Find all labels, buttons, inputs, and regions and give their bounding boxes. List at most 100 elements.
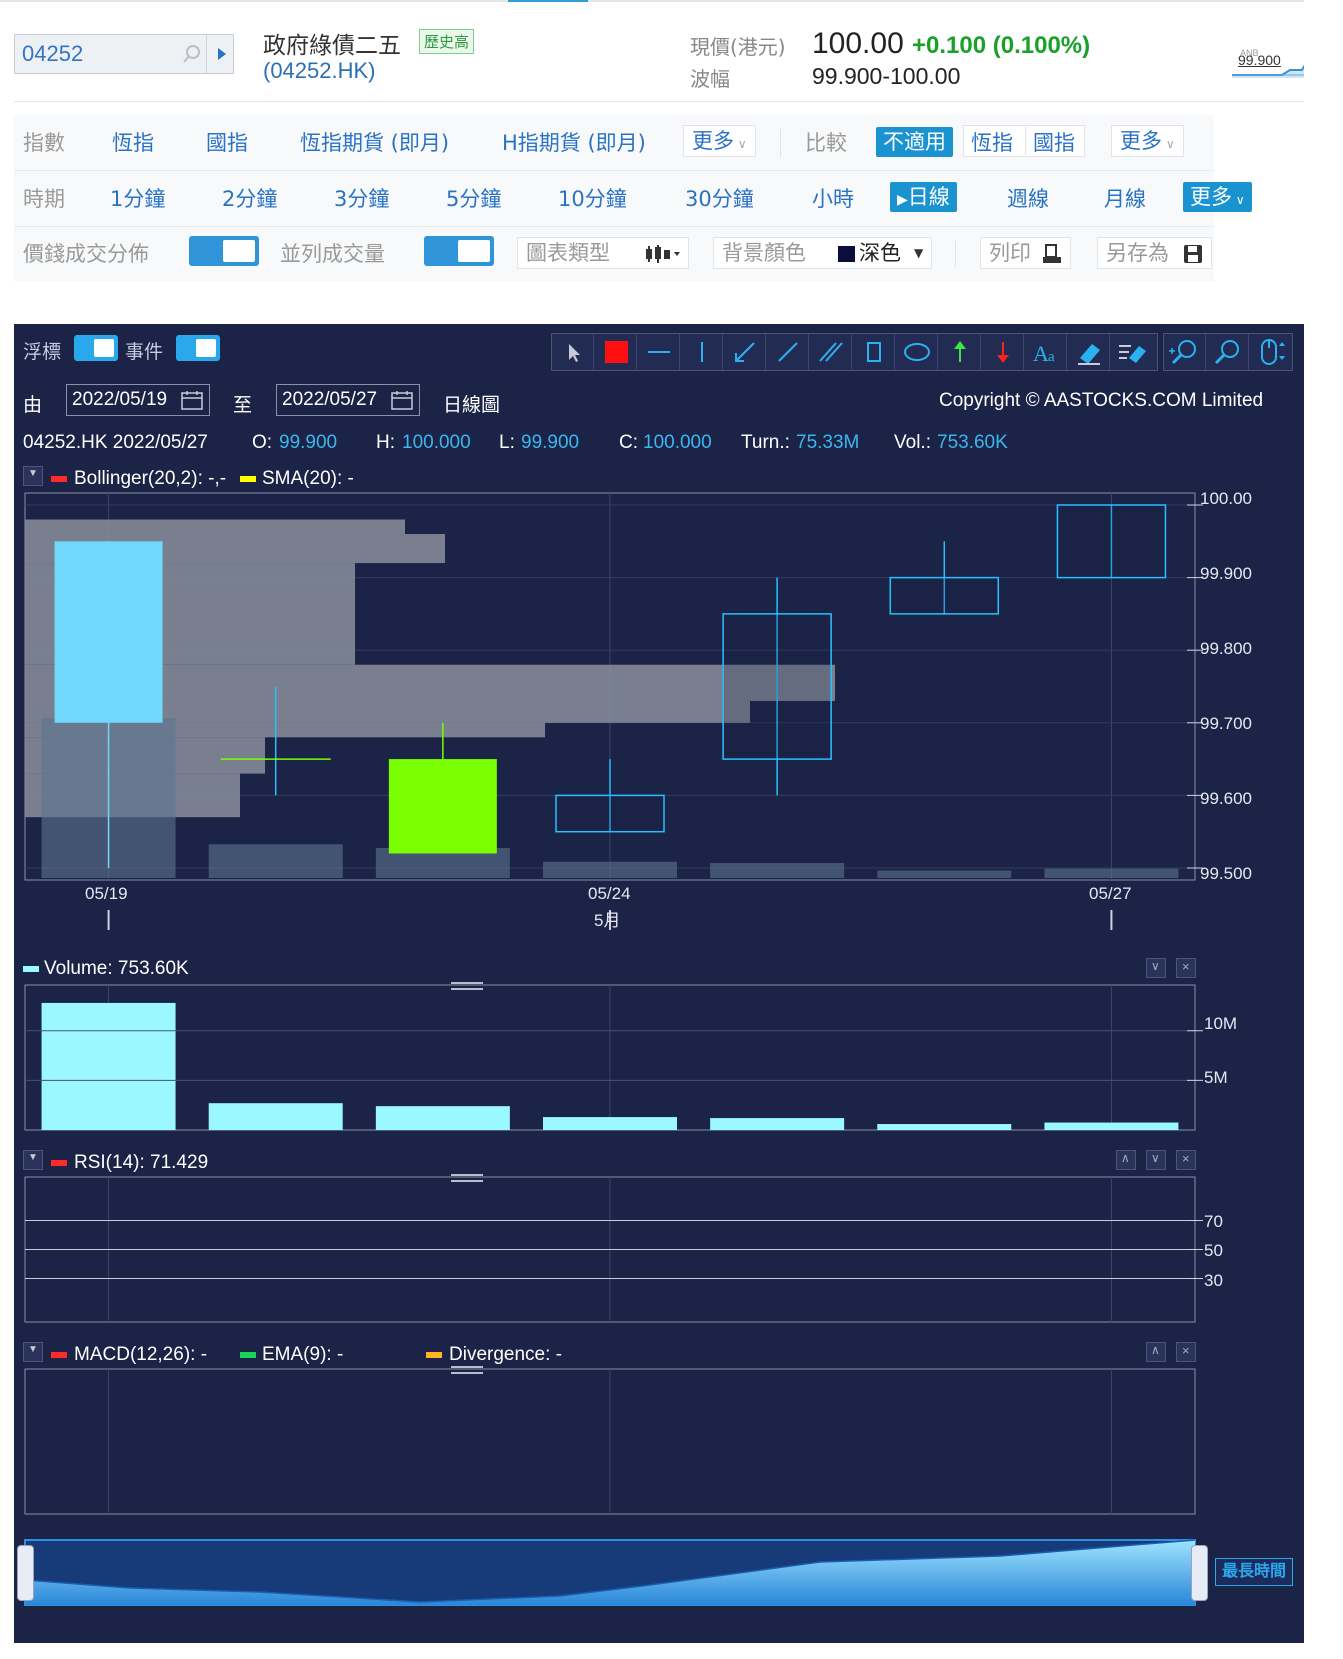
compare-option-hsi[interactable]: 恆指 bbox=[971, 131, 1013, 155]
rsi-panel-close-button[interactable]: × bbox=[1176, 1150, 1196, 1170]
period-daily[interactable]: ▶日線 bbox=[890, 182, 957, 212]
go-button[interactable] bbox=[206, 35, 235, 73]
background-color-dropdown[interactable]: 背景顏色 深色 ▼ bbox=[713, 237, 932, 269]
period-1min[interactable]: 1分鐘 bbox=[110, 187, 166, 211]
price-panel-collapse-button[interactable]: ▼ bbox=[23, 466, 43, 486]
background-color-value: 深色 bbox=[859, 241, 901, 265]
index-more-button[interactable]: 更多 ∨ bbox=[683, 125, 756, 157]
print-label: 列印 bbox=[989, 241, 1031, 265]
zoom-in-icon bbox=[1169, 340, 1196, 365]
up-arrow-tool[interactable] bbox=[939, 334, 981, 370]
candle-body bbox=[722, 613, 832, 760]
compare-option-hscei[interactable]: 國指 bbox=[1033, 131, 1075, 155]
macd-legend: MACD(12,26): - bbox=[74, 1344, 208, 1365]
search-icon[interactable] bbox=[182, 44, 202, 64]
volume-resize-handle[interactable] bbox=[451, 982, 483, 984]
vertical-line-tool[interactable] bbox=[681, 334, 723, 370]
rsi-panel-collapse-button[interactable]: ▼ bbox=[23, 1150, 43, 1170]
calendar-icon[interactable] bbox=[181, 390, 203, 410]
rsi-tick-30: 30 bbox=[1204, 1271, 1223, 1290]
index-option-hsi[interactable]: 恆指 bbox=[112, 131, 154, 155]
color-swatch-icon bbox=[605, 341, 628, 363]
compare-more-button[interactable]: 更多 ∨ bbox=[1111, 125, 1184, 157]
down-arrow-tool[interactable] bbox=[982, 334, 1024, 370]
trend-line-tool[interactable] bbox=[767, 334, 809, 370]
eraser-icon bbox=[1078, 344, 1100, 365]
index-option-hscei[interactable]: 國指 bbox=[206, 131, 248, 155]
horizontal-line-tool[interactable] bbox=[638, 334, 680, 370]
historic-high-badge: 歷史高 bbox=[419, 29, 475, 54]
calendar-icon[interactable] bbox=[391, 390, 413, 410]
macd-panel-up-button[interactable]: ∧ bbox=[1146, 1342, 1166, 1362]
stock-code[interactable]: (04252.HK) bbox=[263, 58, 376, 83]
parallel-line-tool[interactable] bbox=[810, 334, 852, 370]
y-tick-99-5: 99.500 bbox=[1200, 864, 1252, 883]
volume-bar bbox=[208, 1103, 343, 1130]
macd-panel-collapse-button[interactable]: ▼ bbox=[23, 1342, 43, 1362]
compare-option-none[interactable]: 不適用 bbox=[876, 127, 953, 157]
rsi-panel-up-button[interactable]: ∧ bbox=[1116, 1150, 1136, 1170]
navigator-left-handle[interactable] bbox=[17, 1545, 34, 1601]
to-date-value: 2022/05/27 bbox=[282, 389, 378, 410]
max-range-button[interactable]: 最長時間 bbox=[1215, 1558, 1293, 1586]
from-date-field[interactable]: 2022/05/19 bbox=[66, 384, 210, 416]
side-volume-toggle[interactable] bbox=[424, 236, 494, 266]
arrow-line-tool[interactable] bbox=[724, 334, 766, 370]
overlay-volume-bar bbox=[208, 844, 343, 878]
index-option-hsi-futures[interactable]: 恆指期貨 (即月) bbox=[300, 131, 450, 155]
volume-panel-down-button[interactable]: ∨ bbox=[1146, 958, 1166, 978]
macd-panel-close-button[interactable]: × bbox=[1176, 1342, 1196, 1362]
ellipse-tool[interactable] bbox=[896, 334, 938, 370]
overlay-volume-bar bbox=[543, 861, 677, 878]
pointer-tool[interactable] bbox=[552, 334, 594, 370]
period-more-button[interactable]: 更多 ∨ bbox=[1183, 182, 1252, 212]
chart-kind-label: 日線圖 bbox=[443, 395, 501, 416]
price-distribution-toggle[interactable] bbox=[189, 236, 259, 266]
period-weekly[interactable]: 週線 bbox=[1007, 187, 1049, 211]
period-30min[interactable]: 30分鐘 bbox=[685, 187, 754, 211]
to-date-field[interactable]: 2022/05/27 bbox=[276, 384, 420, 416]
chevron-down-icon: ∨ bbox=[1151, 1151, 1160, 1165]
mini-chart-badge: ANB bbox=[1240, 48, 1259, 58]
volume-bar bbox=[710, 1118, 845, 1130]
period-2min[interactable]: 2分鐘 bbox=[222, 187, 278, 211]
clear-drawings-tool[interactable] bbox=[1111, 334, 1153, 370]
divergence-legend: Divergence: - bbox=[449, 1344, 562, 1365]
caret-down-icon: ▼ bbox=[28, 1344, 38, 1355]
event-toggle[interactable] bbox=[176, 335, 220, 361]
macd-resize-handle[interactable] bbox=[451, 1366, 483, 1368]
navigator-right-handle[interactable] bbox=[1191, 1545, 1208, 1601]
print-button[interactable]: 列印 bbox=[980, 237, 1071, 269]
period-monthly[interactable]: 月線 bbox=[1104, 187, 1146, 211]
eraser-tool[interactable] bbox=[1068, 334, 1110, 370]
period-5min[interactable]: 5分鐘 bbox=[446, 187, 502, 211]
period-10min[interactable]: 10分鐘 bbox=[558, 187, 627, 211]
info-volume-value: 753.60K bbox=[937, 432, 1008, 453]
color-tool[interactable] bbox=[595, 334, 637, 370]
ellipse-icon bbox=[904, 343, 930, 361]
x-label-0527: 05/27 bbox=[1089, 884, 1132, 903]
index-option-h-futures[interactable]: H指期貨 (即月) bbox=[502, 131, 646, 155]
rsi-resize-handle[interactable] bbox=[451, 1174, 483, 1176]
volume-tick-5m: 5M bbox=[1204, 1068, 1228, 1087]
zoom-in-tool[interactable] bbox=[1164, 334, 1206, 370]
period-hour[interactable]: 小時 bbox=[812, 187, 854, 211]
zoom-out-tool[interactable] bbox=[1207, 334, 1249, 370]
chevron-down-icon: ∨ bbox=[734, 137, 747, 151]
period-3min[interactable]: 3分鐘 bbox=[334, 187, 390, 211]
info-open-value: 99.900 bbox=[279, 432, 338, 453]
rsi-panel-down-button[interactable]: ∨ bbox=[1146, 1150, 1166, 1170]
stock-search-input[interactable] bbox=[15, 35, 195, 73]
candle-body bbox=[1056, 504, 1167, 579]
float-label: 浮標 bbox=[23, 342, 62, 363]
volume-panel-close-button[interactable]: × bbox=[1176, 958, 1196, 978]
chart-type-dropdown[interactable]: 圖表類型 bbox=[517, 237, 689, 269]
background-color-label: 背景顏色 bbox=[722, 241, 806, 265]
mouse-mode-tool[interactable] bbox=[1250, 334, 1292, 370]
rectangle-tool[interactable] bbox=[853, 334, 895, 370]
save-as-button[interactable]: 另存為 bbox=[1097, 237, 1212, 269]
float-toggle[interactable] bbox=[74, 335, 118, 361]
to-label: 至 bbox=[233, 395, 253, 416]
